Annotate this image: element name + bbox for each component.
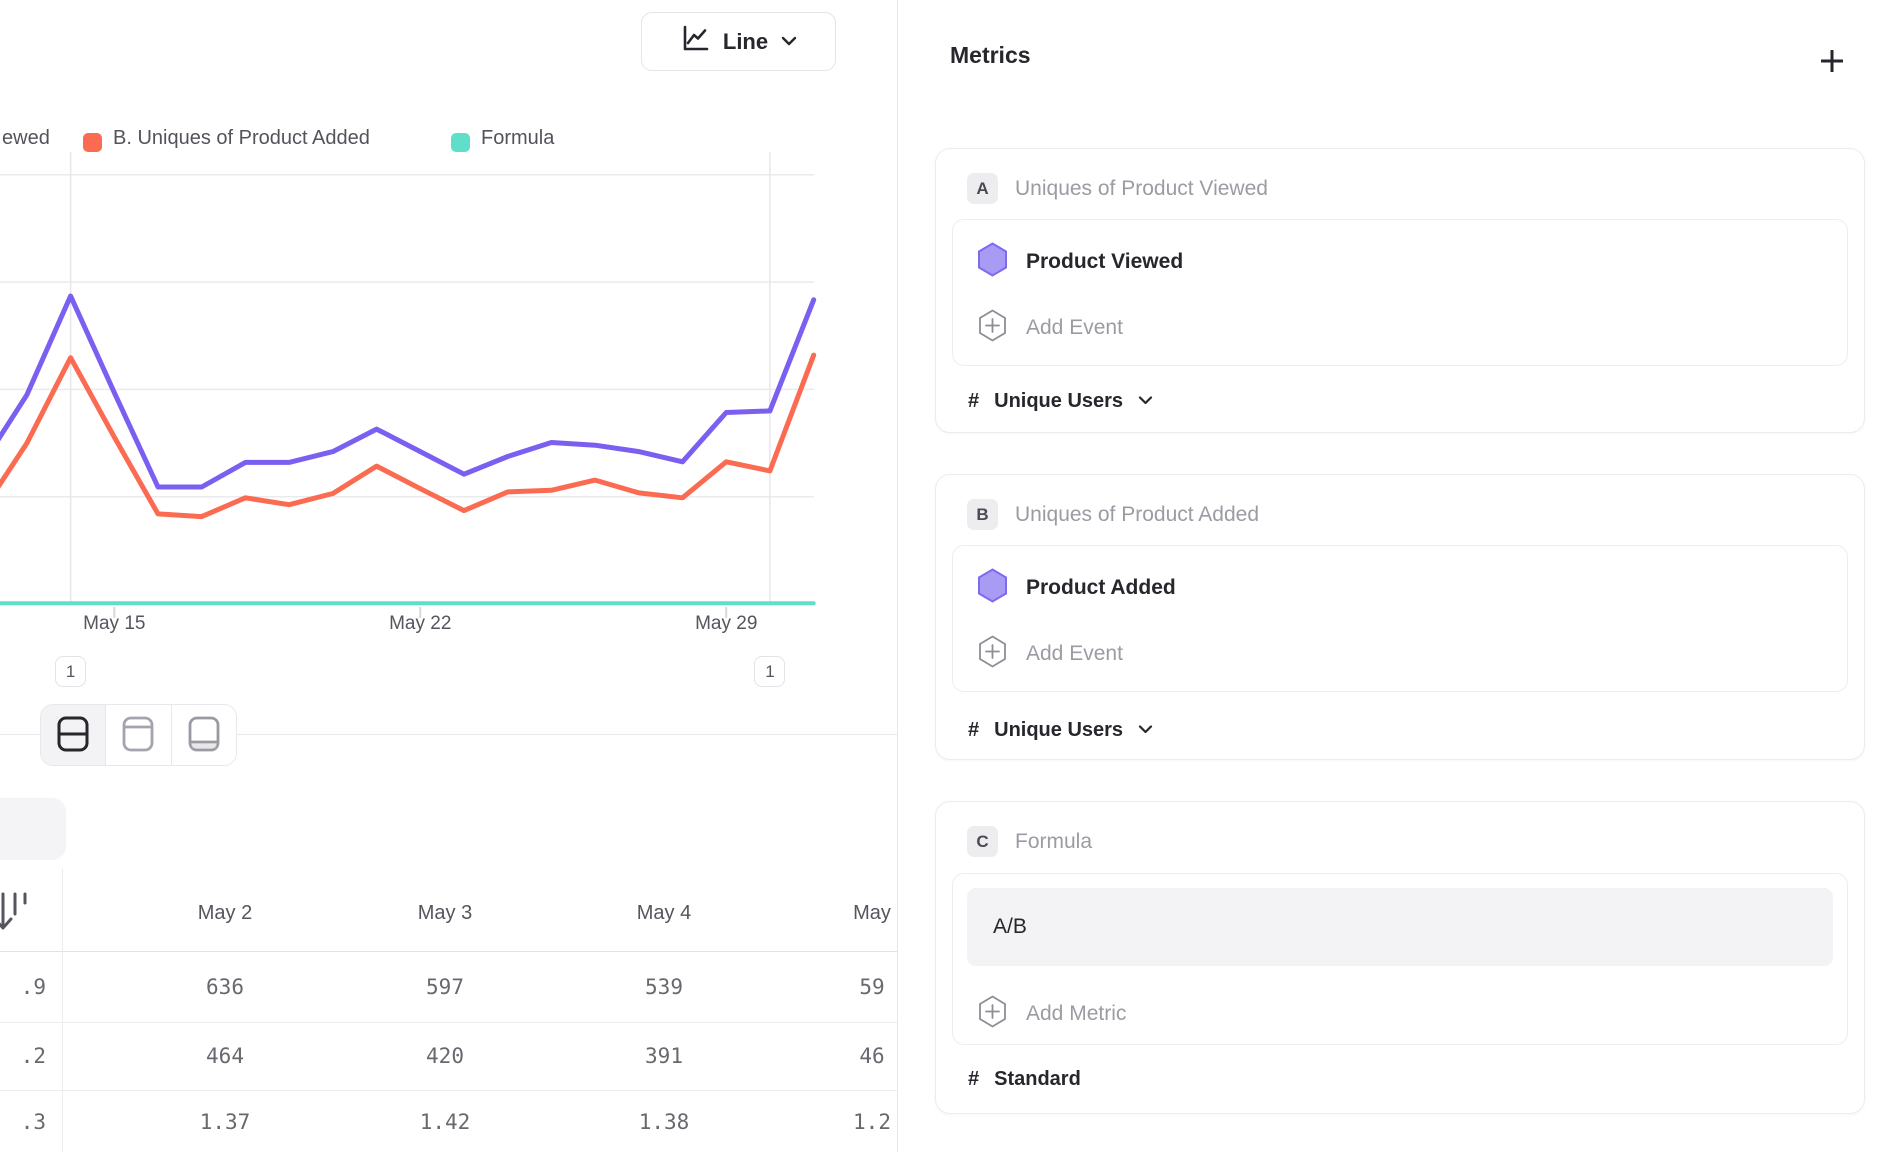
- metric-title: Formula: [1015, 829, 1093, 853]
- table-column-header[interactable]: May 2: [197, 902, 253, 924]
- annotation-badge[interactable]: 1: [754, 656, 786, 687]
- legend-item-formula[interactable]: Formula: [481, 127, 555, 149]
- metric-title: Uniques of Product Viewed: [1015, 176, 1268, 200]
- event-name: Product Added: [1026, 576, 1176, 599]
- table-corner-chip[interactable]: [0, 798, 66, 860]
- metric-letter-badge: B: [967, 499, 998, 530]
- chevron-down-icon: [781, 33, 797, 51]
- x-axis-label: May 29: [695, 613, 758, 634]
- chart-pane: Line ewed B. Uniques of Product Added Fo…: [0, 0, 897, 1152]
- sort-descending-icon[interactable]: [0, 889, 30, 940]
- hexagon-event-icon: [977, 568, 1008, 608]
- hexagon-plus-icon: [977, 634, 1008, 674]
- chart-type-label: Line: [722, 28, 769, 54]
- legend-item-b[interactable]: B. Uniques of Product Added: [113, 127, 370, 149]
- table-cell: 1.42: [419, 1110, 471, 1134]
- layout-split-icon: [56, 715, 90, 756]
- legend-swatch-b: [83, 133, 102, 152]
- metric-letter-badge: C: [967, 826, 998, 857]
- table-cell: 46: [859, 1044, 885, 1068]
- table-cell-overall: .2: [20, 1044, 46, 1068]
- add-event-row[interactable]: Add Event: [977, 306, 1123, 350]
- metric-card-header: C Formula: [967, 826, 1092, 857]
- formula-input[interactable]: A/B: [967, 888, 1833, 966]
- section-divider: [0, 734, 897, 735]
- legend-item-a-truncated[interactable]: ewed: [2, 127, 50, 149]
- panel-divider: [897, 0, 898, 1152]
- table-cell: 636: [206, 975, 244, 999]
- chart-type-button[interactable]: Line: [641, 12, 836, 71]
- measure-label: Unique Users: [994, 389, 1124, 412]
- event-list-card: Product Viewed Add Event: [952, 219, 1848, 366]
- table-cell: 1.37: [199, 1110, 251, 1134]
- hash-icon: #: [968, 718, 980, 741]
- metric-card-a: A Uniques of Product Viewed Product View…: [935, 148, 1865, 433]
- chevron-down-icon: [1138, 721, 1153, 739]
- x-axis-label: May 22: [389, 613, 452, 634]
- table-cell: 464: [206, 1044, 244, 1068]
- hexagon-event-icon: [977, 242, 1008, 282]
- metric-letter-badge: A: [967, 173, 998, 204]
- event-name: Product Viewed: [1026, 250, 1184, 273]
- table-column-header[interactable]: May: [853, 902, 891, 924]
- event-list-card: Product Added Add Event: [952, 545, 1848, 692]
- legend-swatch-formula: [451, 133, 470, 152]
- table-cell: 597: [426, 975, 464, 999]
- table-row-separator: [0, 1090, 897, 1091]
- add-metric-row[interactable]: Add Metric: [977, 992, 1126, 1036]
- table-column-header[interactable]: May 4: [636, 902, 692, 924]
- add-event-row[interactable]: Add Event: [977, 632, 1123, 676]
- annotation-badge[interactable]: 1: [55, 656, 87, 687]
- layout-panel-top-button[interactable]: [105, 705, 171, 765]
- add-event-label: Add Event: [1026, 316, 1123, 339]
- event-row[interactable]: Product Viewed: [977, 240, 1183, 284]
- line-chart-icon: [680, 24, 710, 59]
- layout-split-button[interactable]: [41, 705, 106, 765]
- table-cell: 391: [645, 1044, 683, 1068]
- hash-icon: #: [968, 389, 980, 412]
- add-metric-plus-icon[interactable]: [1818, 47, 1846, 75]
- table-cell-overall: .9: [20, 975, 46, 999]
- table-column-header[interactable]: May 3: [417, 902, 473, 924]
- formula-value: A/B: [993, 915, 1027, 938]
- layout-toggle-group: [40, 704, 237, 766]
- table-cell: 539: [645, 975, 683, 999]
- add-metric-label: Add Metric: [1026, 1002, 1127, 1025]
- formula-card: A/B Add Metric: [952, 873, 1848, 1045]
- event-row[interactable]: Product Added: [977, 566, 1176, 610]
- table-cell: 420: [426, 1044, 464, 1068]
- layout-panel-bottom-button[interactable]: [170, 705, 236, 765]
- chevron-down-icon: [1138, 392, 1153, 410]
- measure-selector[interactable]: # Unique Users: [968, 386, 1153, 416]
- metric-card-header: A Uniques of Product Viewed: [967, 173, 1268, 204]
- measure-label: Unique Users: [994, 718, 1124, 741]
- add-event-label: Add Event: [1026, 642, 1123, 665]
- measure-selector[interactable]: # Standard: [968, 1064, 1081, 1094]
- hexagon-plus-icon: [977, 308, 1008, 348]
- hash-icon: #: [968, 1067, 980, 1090]
- measure-label: Standard: [994, 1067, 1081, 1090]
- table-cell: 59: [859, 975, 885, 999]
- table-row-separator: [0, 1022, 897, 1023]
- line-chart-plot: [0, 152, 817, 618]
- metrics-panel-title: Metrics: [950, 42, 1031, 68]
- table-column-separator: [62, 869, 63, 1152]
- table-header-border: [0, 951, 897, 952]
- metric-card-c: C Formula A/B Add Metric # Standard: [935, 801, 1865, 1114]
- layout-panel-top-icon: [121, 715, 155, 756]
- x-axis-label: May 15: [83, 613, 146, 634]
- hexagon-plus-icon: [977, 994, 1008, 1034]
- table-cell: 1.38: [638, 1110, 690, 1134]
- metric-card-header: B Uniques of Product Added: [967, 499, 1259, 530]
- layout-panel-bottom-icon: [187, 715, 221, 756]
- measure-selector[interactable]: # Unique Users: [968, 715, 1153, 745]
- metric-title: Uniques of Product Added: [1015, 502, 1260, 526]
- metric-card-b: B Uniques of Product Added Product Added: [935, 474, 1865, 760]
- table-cell-overall: .3: [20, 1110, 46, 1134]
- table-cell: 1.2: [853, 1110, 891, 1134]
